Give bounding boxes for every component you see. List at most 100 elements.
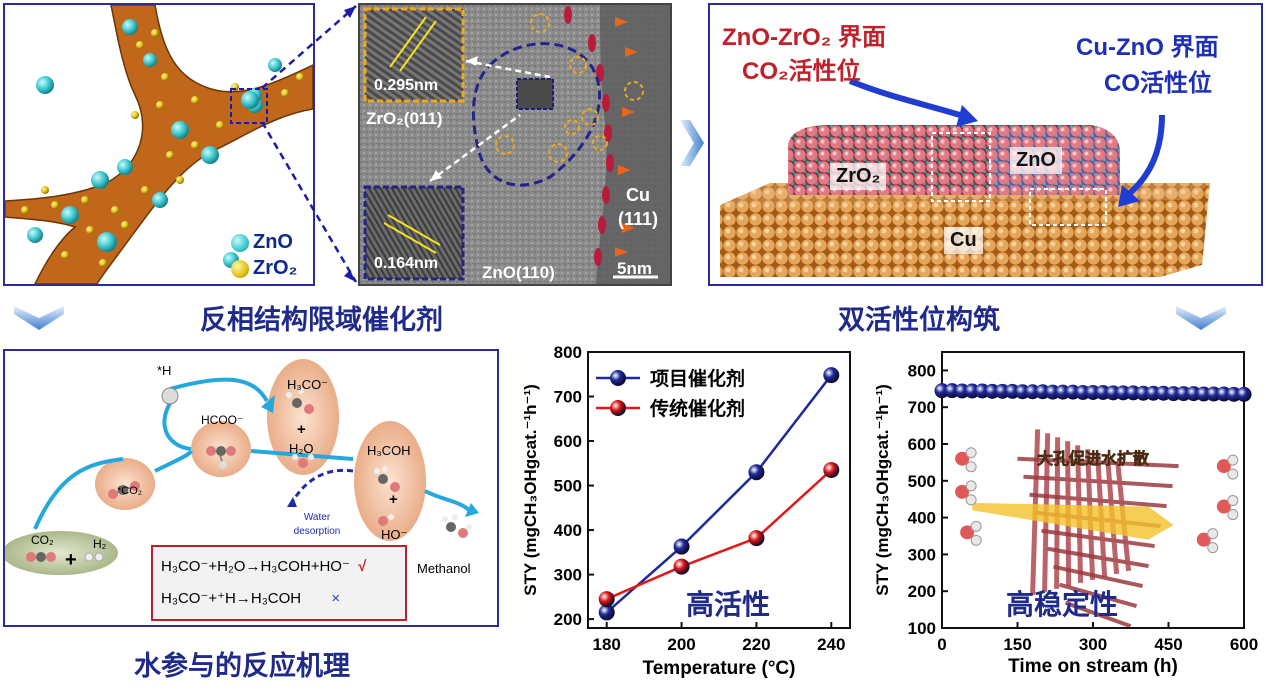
data-point-s2 [598, 591, 615, 608]
series-line-2 [606, 469, 833, 601]
legend-marker-2 [610, 400, 626, 416]
x-tick-label: 220 [742, 635, 770, 654]
oxygen-atom [1216, 459, 1231, 474]
y-tick-label: 800 [908, 361, 936, 380]
water-molecule-icon [1216, 495, 1239, 521]
series-line-1 [605, 374, 833, 614]
oxygen-atom [955, 484, 970, 499]
equation-1: H₃CO⁻+H₂O→H₃COH+HO⁻ [161, 558, 350, 575]
znzr-interface-title: ZnO-ZrO₂ 界面 [722, 24, 886, 51]
caption-reverse-phase: 反相结构限域催化剂 [200, 305, 443, 335]
oxygen-atom [1216, 499, 1231, 514]
legend-label-2: 传统催化剂 [649, 397, 745, 420]
x-tick-label: 600 [1230, 635, 1258, 654]
right-chevron-icon [680, 120, 704, 166]
hydrogen-atom [965, 447, 977, 459]
y-tick-label: 400 [554, 521, 582, 540]
mech-water-desorption: Water desorption [293, 512, 341, 537]
x-tick-label: 240 [817, 635, 845, 654]
diffusion-arrow [972, 502, 1174, 540]
check-mark-icon: √ [358, 558, 367, 575]
y-tick-label: 600 [908, 435, 936, 454]
hydrogen-atom [965, 461, 977, 473]
mech-h-star: *H [157, 363, 172, 378]
plot-frame [587, 351, 851, 629]
zro2-layer-label: ZrO₂ [830, 163, 887, 190]
legend-zno: ZnO [231, 231, 293, 254]
zno-legend-icon [231, 233, 249, 252]
cuzn-active-site: CO活性位 [1104, 70, 1212, 97]
mechanism-panel: *H HCOO⁻ H₃CO⁻ + H₂O H₃COH + HO⁻ *CO₂ Wa… [3, 349, 499, 627]
x-axis-label: Time on stream (h) [1008, 656, 1178, 677]
y-tick-label: 200 [554, 610, 582, 629]
legend-zro2: ZrO₂ [231, 257, 297, 280]
oxygen-atom [960, 525, 975, 540]
equation-box: H₃CO⁻+H₂O→H₃COH+HO⁻ √ H₃CO⁻+⁺H→H₃COH × [151, 545, 407, 621]
data-point [1236, 386, 1252, 402]
macropore-inset: 大孔促进水扩散 [955, 429, 1239, 628]
water-molecule-icon [955, 447, 977, 473]
mech-h2o: H₂O [289, 441, 314, 456]
chart-annotation-stability: 高稳定性 [1006, 588, 1118, 620]
data-point-s1 [748, 464, 765, 481]
tem-scale-bar-label: 5nm [617, 259, 652, 278]
hydrogen-atom [970, 534, 982, 546]
data-point-s2 [823, 461, 840, 478]
y-tick-label: 800 [554, 343, 582, 362]
mech-plus-1: + [297, 421, 306, 438]
stability-chart-svg: 大孔促进水扩散 100 200 300 400 500 600 700 800 0 150 300 45… [873, 351, 1258, 677]
hydrogen-atom [1227, 495, 1239, 507]
cross-mark-icon: × [331, 590, 341, 607]
legend-zno-label: ZnO [253, 231, 293, 253]
y-tick-label: 700 [554, 388, 582, 407]
network-strand [1064, 600, 1132, 628]
x-tick-label: 450 [1154, 635, 1182, 654]
chart-annotation-activity: 高活性 [686, 589, 770, 620]
cu-support-label: Cu [944, 227, 983, 254]
caption-mechanism: 水参与的反应机理 [134, 651, 350, 681]
network-strand [1053, 564, 1143, 589]
x-tick-label: 0 [937, 635, 946, 654]
water-molecule-icon [1196, 528, 1219, 554]
mech-co2: CO₂ [31, 533, 54, 547]
tem-plane-zno: ZnO(110) [482, 263, 555, 282]
tem-cu-label: Cu [626, 185, 650, 205]
tem-image [360, 5, 670, 284]
stability-chart: 大孔促进水扩散 100 200 300 400 500 600 700 800 0 150 300 45… [866, 340, 1264, 686]
y-tick-label: 300 [554, 566, 582, 585]
x-tick-label: 150 [1003, 635, 1031, 654]
mech-ho: HO⁻ [381, 527, 408, 542]
tem-panel: 0.295nm ZrO₂(011) 0.164nm ZnO(110) Cu (1… [358, 3, 672, 286]
tem-cu-plane: (111) [618, 209, 659, 229]
data-point-s1 [598, 604, 615, 621]
x-tick-label: 200 [667, 635, 695, 654]
network-strand [1058, 582, 1138, 609]
hydrogen-atom [1227, 454, 1239, 466]
tem-plane-zro2: ZrO₂(011) [366, 109, 443, 128]
y-axis-label: STY (mgCH₃OHgcat.⁻¹h⁻¹) [521, 384, 540, 596]
y-tick-label: 700 [908, 398, 936, 417]
y-tick-label: 300 [908, 545, 936, 564]
y-tick-label: 600 [554, 432, 582, 451]
water-molecule-icon [1216, 454, 1239, 480]
y-tick-label: 100 [908, 619, 936, 638]
hydrogen-atom [970, 520, 982, 532]
legend-label-1: 项目催化剂 [650, 367, 745, 390]
hydrogen-atom [965, 494, 977, 506]
network-strand [1047, 546, 1149, 569]
caption-dual-sites: 双活性位构筑 [838, 305, 1000, 335]
tem-d-spacing-1: 0.295nm [374, 77, 439, 94]
network-strand [1041, 528, 1155, 549]
mech-plus-3: + [65, 549, 77, 571]
mech-co2-star: *CO₂ [117, 485, 143, 497]
mech-methanol: Methanol [417, 561, 471, 576]
zno-layer-label: ZnO [1010, 147, 1062, 174]
y-tick-label: 400 [908, 509, 936, 528]
down-chevron-right-icon [1176, 306, 1226, 330]
interface-panel: ZnO-ZrO₂ 界面 CO₂活性位 Cu-ZnO 界面 CO活性位 ZrO₂ … [708, 3, 1263, 286]
schematic-panel: ZnO ZrO₂ [3, 3, 315, 286]
data-point-s2 [748, 530, 765, 547]
cuzn-interface-title: Cu-ZnO 界面 [1076, 34, 1219, 61]
x-tick-label: 300 [1079, 635, 1107, 654]
legend-marker-1 [610, 370, 626, 386]
